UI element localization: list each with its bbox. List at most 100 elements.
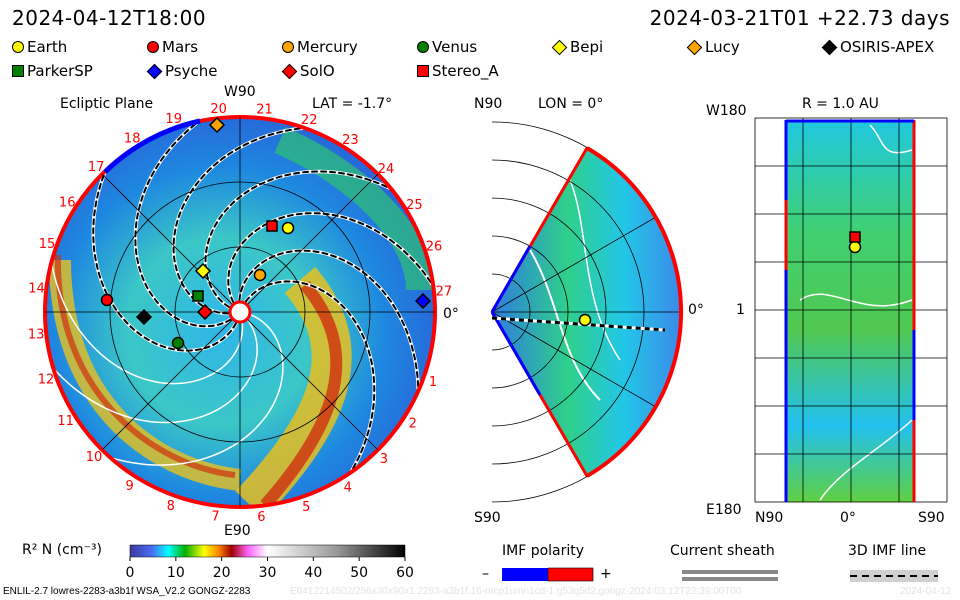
sphere-panel (754, 117, 948, 503)
carrington-label: 7 (211, 510, 219, 525)
colorbar (129, 544, 406, 558)
colorbar-tick: 40 (304, 565, 322, 581)
sphere-bottom-left: E180 (706, 502, 742, 518)
psyche-marker (414, 292, 432, 310)
colorbar-tick: 30 (259, 565, 277, 581)
venus-marker (171, 336, 185, 350)
stereo_a-marker (266, 220, 278, 232)
carrington-label: 23 (342, 133, 359, 148)
legend-label: SolO (300, 62, 335, 80)
legend-item-lucy: Lucy (686, 38, 740, 56)
carrington-label: 12 (38, 372, 55, 387)
legend-label: Earth (27, 38, 68, 56)
square-marker-icon (12, 65, 24, 77)
sim-time: 2024-04-12T18:00 (12, 6, 207, 30)
carrington-label: 10 (86, 450, 103, 465)
colorbar-tick: 60 (396, 565, 414, 581)
meridional-top-label: N90 (474, 96, 503, 112)
sphere-x-0: 0° (840, 510, 856, 526)
carrington-label: 5 (302, 500, 310, 515)
legend-item-mercury: Mercury (282, 38, 358, 56)
imf-negative-swatch (502, 568, 548, 581)
sphere-top-left: W180 (706, 103, 747, 119)
carrington-label: 24 (378, 162, 395, 177)
colorbar-tick: 50 (350, 565, 368, 581)
carrington-label: 20 (210, 102, 227, 117)
legend-label: ParkerSP (27, 62, 93, 80)
circle-marker-icon (417, 41, 429, 53)
mars-marker (100, 293, 114, 307)
carrington-label: 26 (426, 240, 443, 255)
ecliptic-bottom-label: E90 (224, 523, 251, 539)
circle-marker-icon (282, 41, 294, 53)
ecliptic-lat: LAT = -1.7° (312, 96, 393, 112)
imf-polarity-label: IMF polarity (502, 543, 585, 559)
carrington-label: 22 (301, 113, 318, 128)
legend-item-venus: Venus (417, 38, 477, 56)
lucy-marker (208, 116, 226, 134)
carrington-label: 25 (406, 198, 423, 213)
carrington-label: 9 (125, 479, 133, 494)
circle-marker-icon (12, 41, 24, 53)
carrington-label: 14 (28, 282, 45, 297)
legend-item-psyche: Psyche (146, 62, 218, 80)
current-sheath-swatch (682, 570, 778, 574)
legend-item-solo: SolO (281, 62, 335, 80)
carrington-label: 4 (344, 480, 352, 495)
legend-item-stereo_a: Stereo_A (417, 62, 499, 80)
legend-label: Venus (432, 38, 478, 56)
osiris-apex-marker (135, 308, 153, 326)
imf-positive-swatch (547, 567, 594, 582)
ecliptic-right-label: 0° (443, 306, 459, 322)
current-sheath-line (62, 314, 284, 466)
earth-marker (281, 221, 295, 235)
legend-item-parkersp: ParkerSP (12, 62, 93, 80)
bepi-marker (194, 262, 212, 280)
circle-marker-icon (147, 41, 159, 53)
imf-plus: + (600, 566, 612, 582)
colorbar-tick: 20 (213, 565, 231, 581)
meridional-bottom-label: S90 (474, 510, 501, 526)
carrington-label: 8 (167, 499, 175, 514)
legend-label: OSIRIS-APEX (840, 38, 935, 56)
sphere-x-s90: S90 (918, 510, 945, 526)
carrington-label: 15 (39, 237, 56, 252)
carrington-label: 3 (380, 452, 388, 467)
current-sheath-line (45, 319, 258, 424)
sphere-title: R = 1.0 AU (802, 96, 879, 112)
run-start: 2024-03-21T01 +22.73 days (649, 6, 950, 30)
stereo_a-marker (849, 231, 861, 243)
legend-item-mars: Mars (147, 38, 198, 56)
earth-marker (848, 240, 862, 254)
mercury-marker (253, 268, 267, 282)
legend-label: Stereo_A (432, 62, 499, 80)
legend-label: Mercury (297, 38, 358, 56)
carrington-label: 6 (257, 510, 265, 525)
carrington-label: 2 (409, 416, 417, 431)
legend-label: Lucy (705, 38, 740, 56)
carrington-label: 13 (28, 327, 45, 342)
carrington-label: 19 (165, 112, 182, 127)
ecliptic-title: Ecliptic Plane (60, 96, 154, 112)
current-sheath-line (47, 209, 244, 385)
meridional-title: LON = 0° (538, 96, 604, 112)
run-detail: E0412214502/256x30x90x1.2283-a3b1f.16-mc… (290, 586, 742, 597)
parkersp-marker (192, 290, 204, 302)
legend-item-earth: Earth (12, 38, 67, 56)
carrington-label: 11 (57, 414, 74, 429)
colorbar-tick: 0 (126, 565, 135, 581)
colorbar-label: R² N (cm⁻³) (22, 542, 102, 558)
imf-line-label: 3D IMF line (848, 543, 927, 559)
sun-icon (228, 300, 252, 324)
legend-label: Mars (162, 38, 199, 56)
legend-label: Psyche (165, 62, 218, 80)
imf-line-swatch (850, 570, 938, 582)
legend-label: Bepi (570, 38, 604, 56)
sphere-x-n90: N90 (755, 510, 784, 526)
run-date: 2024-04-12 (900, 586, 952, 597)
carrington-label: 1 (429, 375, 437, 390)
legend-item-osiris-apex: OSIRIS-APEX (821, 38, 935, 56)
solo-marker (196, 303, 214, 321)
